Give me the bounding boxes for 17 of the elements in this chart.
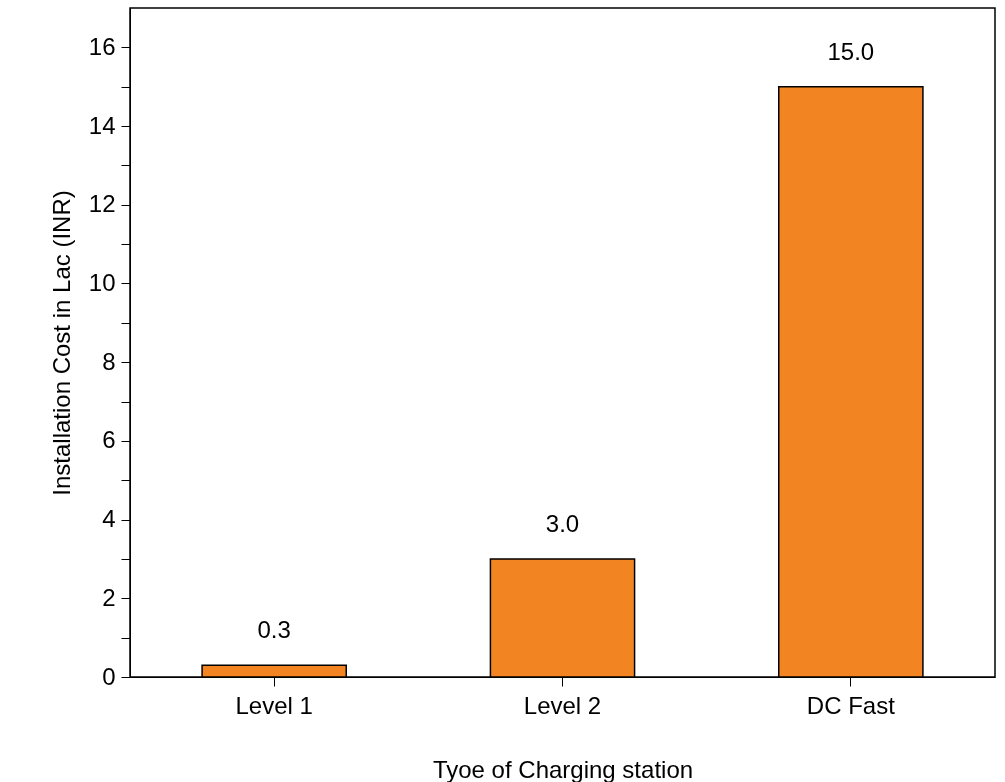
y-tick-label: 14 (88, 111, 116, 139)
y-axis-title: Installation Cost in Lac (INR) (47, 190, 75, 496)
y-tick-label: 2 (102, 583, 116, 611)
x-tick-label: Level 1 (235, 691, 313, 719)
y-tick-label: 12 (88, 190, 116, 218)
y-tick-label: 16 (88, 32, 116, 60)
x-tick-label: DC Fast (806, 691, 896, 719)
y-tick-label: 8 (102, 347, 116, 375)
data-label: 15.0 (827, 37, 875, 65)
y-tick-label: 4 (102, 505, 116, 533)
data-label: 3.0 (545, 509, 580, 537)
x-axis-title: Tyoe of Charging station (432, 755, 694, 782)
y-tick-label: 6 (102, 426, 116, 454)
x-tick-label: Level 2 (523, 691, 602, 719)
data-label: 0.3 (257, 616, 291, 644)
y-tick-label: 10 (88, 268, 116, 296)
y-tick-label: 0 (102, 662, 116, 690)
